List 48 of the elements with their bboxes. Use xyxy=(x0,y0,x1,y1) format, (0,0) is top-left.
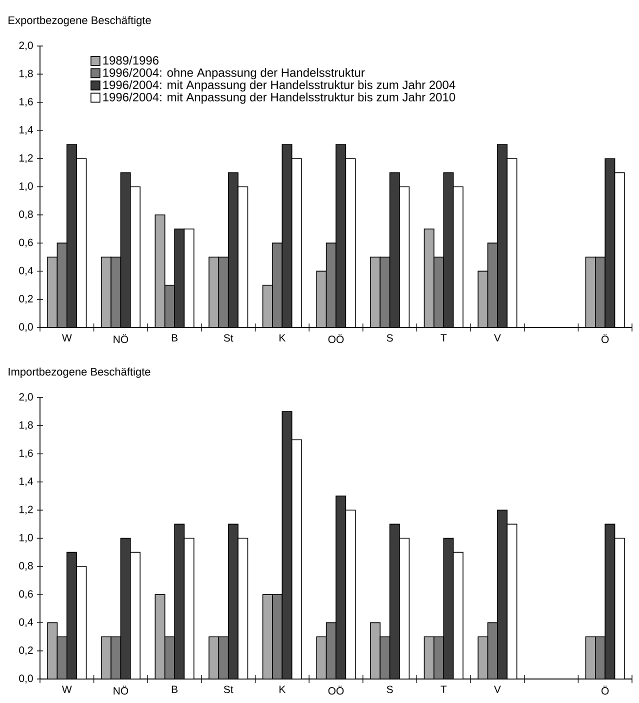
y-tick-label: 0,8 xyxy=(19,562,33,571)
chart-title: Exportbezogene Beschäftigte xyxy=(8,16,151,26)
y-tick-label: 0,2 xyxy=(19,295,33,304)
x-tick-label: T xyxy=(440,334,447,342)
y-tick-label: 1,6 xyxy=(20,98,33,107)
y-tick-label: 1,0 xyxy=(20,182,33,192)
y-tick-label: 0,0 xyxy=(19,323,33,332)
y-tick-label: 2,0 xyxy=(19,42,33,50)
y-tick-label: 2,0 xyxy=(19,393,33,402)
x-tick-label: V xyxy=(494,334,501,342)
y-tick-label: 1,0 xyxy=(20,534,33,543)
x-tick-label: W xyxy=(62,334,72,342)
y-tick-label: 1,2 xyxy=(20,506,33,514)
x-tick-label: S xyxy=(386,686,393,694)
x-tick-label: NÖ xyxy=(114,686,128,695)
y-tick-label: 1,8 xyxy=(20,70,33,78)
y-tick-label: 0,6 xyxy=(19,238,33,248)
x-tick-label: B xyxy=(172,334,178,342)
chart-title: Importbezogene Beschäftigte xyxy=(8,368,150,378)
x-tick-label: V xyxy=(494,686,501,693)
x-tick-label: W xyxy=(62,686,72,693)
x-tick-label: OÖ xyxy=(328,334,344,344)
x-tick-label: St xyxy=(224,686,234,694)
legend-label: 1989/1996 xyxy=(103,56,159,65)
y-tick-label: 0,0 xyxy=(19,674,33,684)
legend-label: 1996/2004: mit Anpassung der Handelsstruktur bis zum Jahr 2010 xyxy=(103,92,456,104)
x-tick-label: NÖ xyxy=(114,334,128,344)
x-tick-label: Ö xyxy=(602,686,609,695)
x-tick-label: Ö xyxy=(602,334,609,344)
x-tick-label: K xyxy=(280,686,286,693)
y-tick-label: 1,2 xyxy=(20,154,33,163)
x-tick-label: St xyxy=(224,334,234,342)
y-tick-label: 1,4 xyxy=(20,478,33,486)
y-tick-label: 1,6 xyxy=(20,449,33,458)
x-tick-label: K xyxy=(280,334,286,342)
y-tick-label: 0,8 xyxy=(19,210,33,220)
x-tick-label: B xyxy=(172,686,178,693)
y-tick-label: 0,6 xyxy=(19,590,33,599)
legend-label: 1996/2004: ohne Anpassung der Handelsstruktur xyxy=(103,68,365,80)
y-tick-label: 1,8 xyxy=(20,421,33,430)
y-tick-label: 0,4 xyxy=(19,266,33,276)
x-tick-label: OÖ xyxy=(328,686,344,695)
y-tick-label: 1,4 xyxy=(20,126,33,135)
x-tick-label: T xyxy=(440,686,447,693)
y-tick-label: 0,2 xyxy=(19,646,33,656)
legend-label: 1996/2004: mit Anpassung der Handelsstruktur bis zum Jahr 2004 xyxy=(103,80,456,92)
x-tick-label: S xyxy=(386,334,393,342)
y-tick-label: 0,4 xyxy=(19,618,33,628)
